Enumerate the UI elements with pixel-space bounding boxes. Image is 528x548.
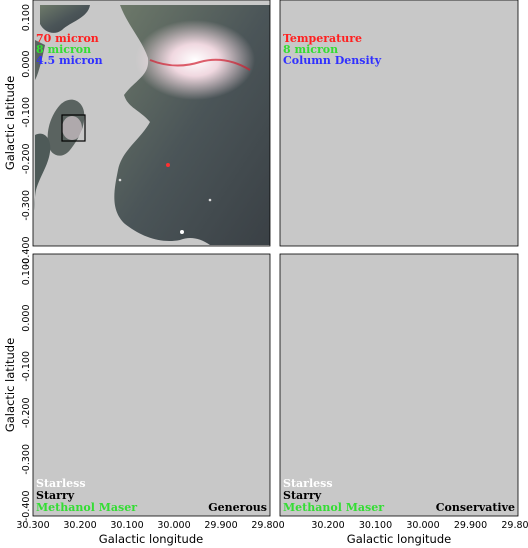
x-tick-label: 30.100 <box>110 520 143 531</box>
zoom-box <box>61 114 86 142</box>
legend-item-8-micron: 8 micron <box>283 43 338 56</box>
panel-frame <box>32 0 271 247</box>
legend-item-8-micron: 8 micron <box>36 43 91 56</box>
panel-frame <box>279 0 519 247</box>
x-axis-label-left: Galactic longitude <box>99 532 203 546</box>
y-axis-left: 0.100 0.000 -0.100 -0.200 -0.300 -0.400 0.100… <box>3 4 32 521</box>
y-axis-label-bottom: Galactic latitude <box>3 338 17 432</box>
y-ticks-top: 0.100 0.000 -0.100 -0.200 -0.300 -0.400 <box>21 4 32 267</box>
legend-item-4-5-micron: 4.5 micron <box>36 54 103 67</box>
x-axis-label-right: Galactic longitude <box>347 532 451 546</box>
legend: Starless Starry Methanol Maser <box>283 477 384 514</box>
x-tick-label: 29.900 <box>454 520 487 531</box>
y-ticks-bottom: 0.100 0.000 -0.100 -0.200 -0.300 -0.400 <box>21 258 32 521</box>
y-tick-label: 0.100 <box>21 4 32 31</box>
y-tick-label: -0.200 <box>21 398 32 429</box>
bright-region <box>135 20 255 100</box>
legend-item-starless: Starless <box>283 477 333 490</box>
legend-item-temperature: Temperature <box>283 32 362 45</box>
y-axis-label-top: Galactic latitude <box>3 76 17 170</box>
y-tick-label: -0.300 <box>21 444 32 475</box>
x-tick-label: 30.200 <box>311 520 344 531</box>
x-tick-label: 29.800 <box>251 520 284 531</box>
panel-top-left: 70 micron 8 micron 4.5 micron <box>32 0 271 247</box>
legend-item-starry: Starry <box>283 489 322 502</box>
panel-background <box>280 254 518 516</box>
legend-item-column-density: Column Density <box>283 54 382 67</box>
y-tick-label: 0.000 <box>21 305 32 332</box>
panel-tag-conservative: Conservative <box>436 501 515 514</box>
legend-item-methanol-maser: Methanol Maser <box>36 501 137 514</box>
legend: Temperature 8 micron Column Density <box>283 32 382 67</box>
x-ticks-right: 30.200 30.100 30.000 29.900 29.800 <box>311 520 528 531</box>
panel-background <box>33 254 270 516</box>
x-tick-label: 30.100 <box>359 520 392 531</box>
panel-bottom-left: Starless Starry Methanol Maser Generous <box>32 253 271 517</box>
x-tick-label: 29.800 <box>501 520 528 531</box>
panel-background <box>280 0 518 246</box>
x-tick-label: 30.000 <box>157 520 190 531</box>
y-tick-label: -0.100 <box>21 97 32 128</box>
y-tick-label: -0.400 <box>21 491 32 522</box>
legend-item-methanol-maser: Methanol Maser <box>283 501 384 514</box>
legend-item-starless: Starless <box>36 477 86 490</box>
legend-item-starry: Starry <box>36 489 75 502</box>
x-axis-bottom: 30.300 30.200 30.100 30.000 29.900 29.800 30.… <box>16 520 528 546</box>
y-tick-label: -0.400 <box>21 237 32 268</box>
x-ticks-left: 30.300 30.200 30.100 30.000 29.900 29.800 <box>16 520 284 531</box>
y-tick-label: 0.000 <box>21 51 32 78</box>
y-tick-label: -0.100 <box>21 351 32 382</box>
panel-tag-generous: Generous <box>208 501 267 514</box>
panel-frame <box>32 253 271 517</box>
legend: Starless Starry Methanol Maser <box>36 477 137 514</box>
x-tick-label: 30.200 <box>63 520 96 531</box>
x-tick-label: 30.300 <box>16 520 49 531</box>
y-tick-label: -0.200 <box>21 144 32 175</box>
y-tick-label: 0.100 <box>21 258 32 285</box>
legend-item-70-micron: 70 micron <box>36 32 99 45</box>
x-tick-label: 29.900 <box>204 520 237 531</box>
legend: 70 micron 8 micron 4.5 micron <box>36 32 103 67</box>
panel-bottom-right: Starless Starry Methanol Maser Conservat… <box>279 253 519 517</box>
x-tick-label: 30.000 <box>406 520 439 531</box>
panel-frame <box>279 253 519 517</box>
y-tick-label: -0.300 <box>21 190 32 221</box>
panel-top-right: Temperature 8 micron Column Density <box>279 0 519 247</box>
